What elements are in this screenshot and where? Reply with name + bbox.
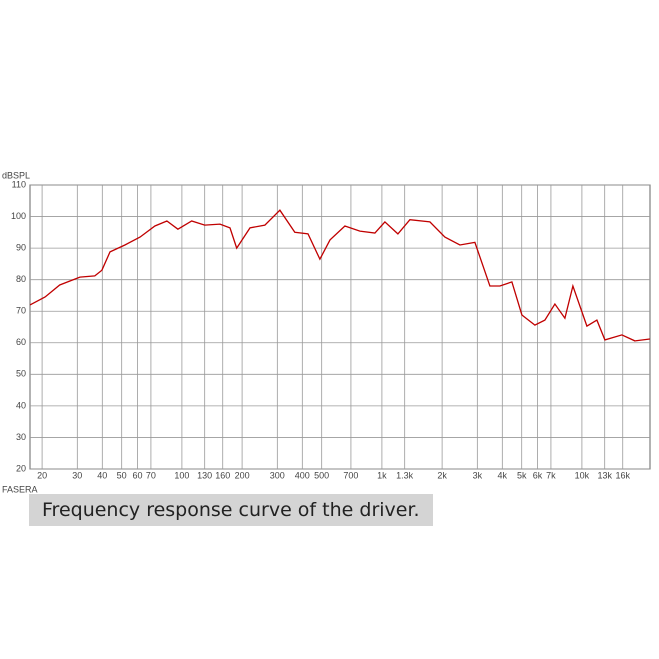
y-tick-label: 60: [16, 337, 26, 347]
x-tick-label: 700: [343, 470, 358, 480]
x-tick-label: 50: [117, 470, 127, 480]
y-tick-label: 20: [16, 463, 26, 473]
x-tick-label: 4k: [498, 470, 508, 480]
x-tick-label: 1k: [377, 470, 387, 480]
x-tick-label: 7k: [546, 470, 556, 480]
x-tick-label: 16k: [615, 470, 630, 480]
x-tick-label: 200: [235, 470, 250, 480]
x-tick-label: 40: [97, 470, 107, 480]
x-tick-label: 20: [37, 470, 47, 480]
y-tick-label: 80: [16, 274, 26, 284]
y-tick-label: 50: [16, 369, 26, 379]
x-tick-label: 60: [133, 470, 143, 480]
x-tick-label: 160: [215, 470, 230, 480]
x-tick-label: 13k: [597, 470, 612, 480]
y-tick-label: 110: [12, 179, 26, 189]
frequency-curve: [29, 209, 650, 342]
caption: Frequency response curve of the driver.: [29, 494, 433, 526]
x-tick-label: 10k: [575, 470, 590, 480]
x-tick-label: 30: [72, 470, 82, 480]
x-tick-label: 130: [197, 470, 212, 480]
x-tick-label: 6k: [533, 470, 543, 480]
x-tick-label: 400: [295, 470, 310, 480]
y-tick-label: 70: [16, 306, 26, 316]
y-tick-label: 40: [16, 400, 26, 410]
y-tick-label: 30: [16, 432, 26, 442]
x-tick-label: 70: [146, 470, 156, 480]
x-tick-label: 100: [174, 470, 189, 480]
x-tick-label: 500: [314, 470, 329, 480]
x-tick-label: 3k: [473, 470, 483, 480]
y-tick-label: 100: [11, 211, 26, 221]
x-tick-label: 300: [270, 470, 285, 480]
x-tick-label: 1.3k: [396, 470, 414, 480]
note: FASERA: [2, 484, 38, 494]
x-tick-label: 5k: [517, 470, 527, 480]
y-tick-label: 90: [16, 242, 26, 252]
x-tick-label: 2k: [437, 470, 447, 480]
y-axis-label: dBSPL: [2, 170, 30, 180]
plot-area: [29, 184, 651, 470]
